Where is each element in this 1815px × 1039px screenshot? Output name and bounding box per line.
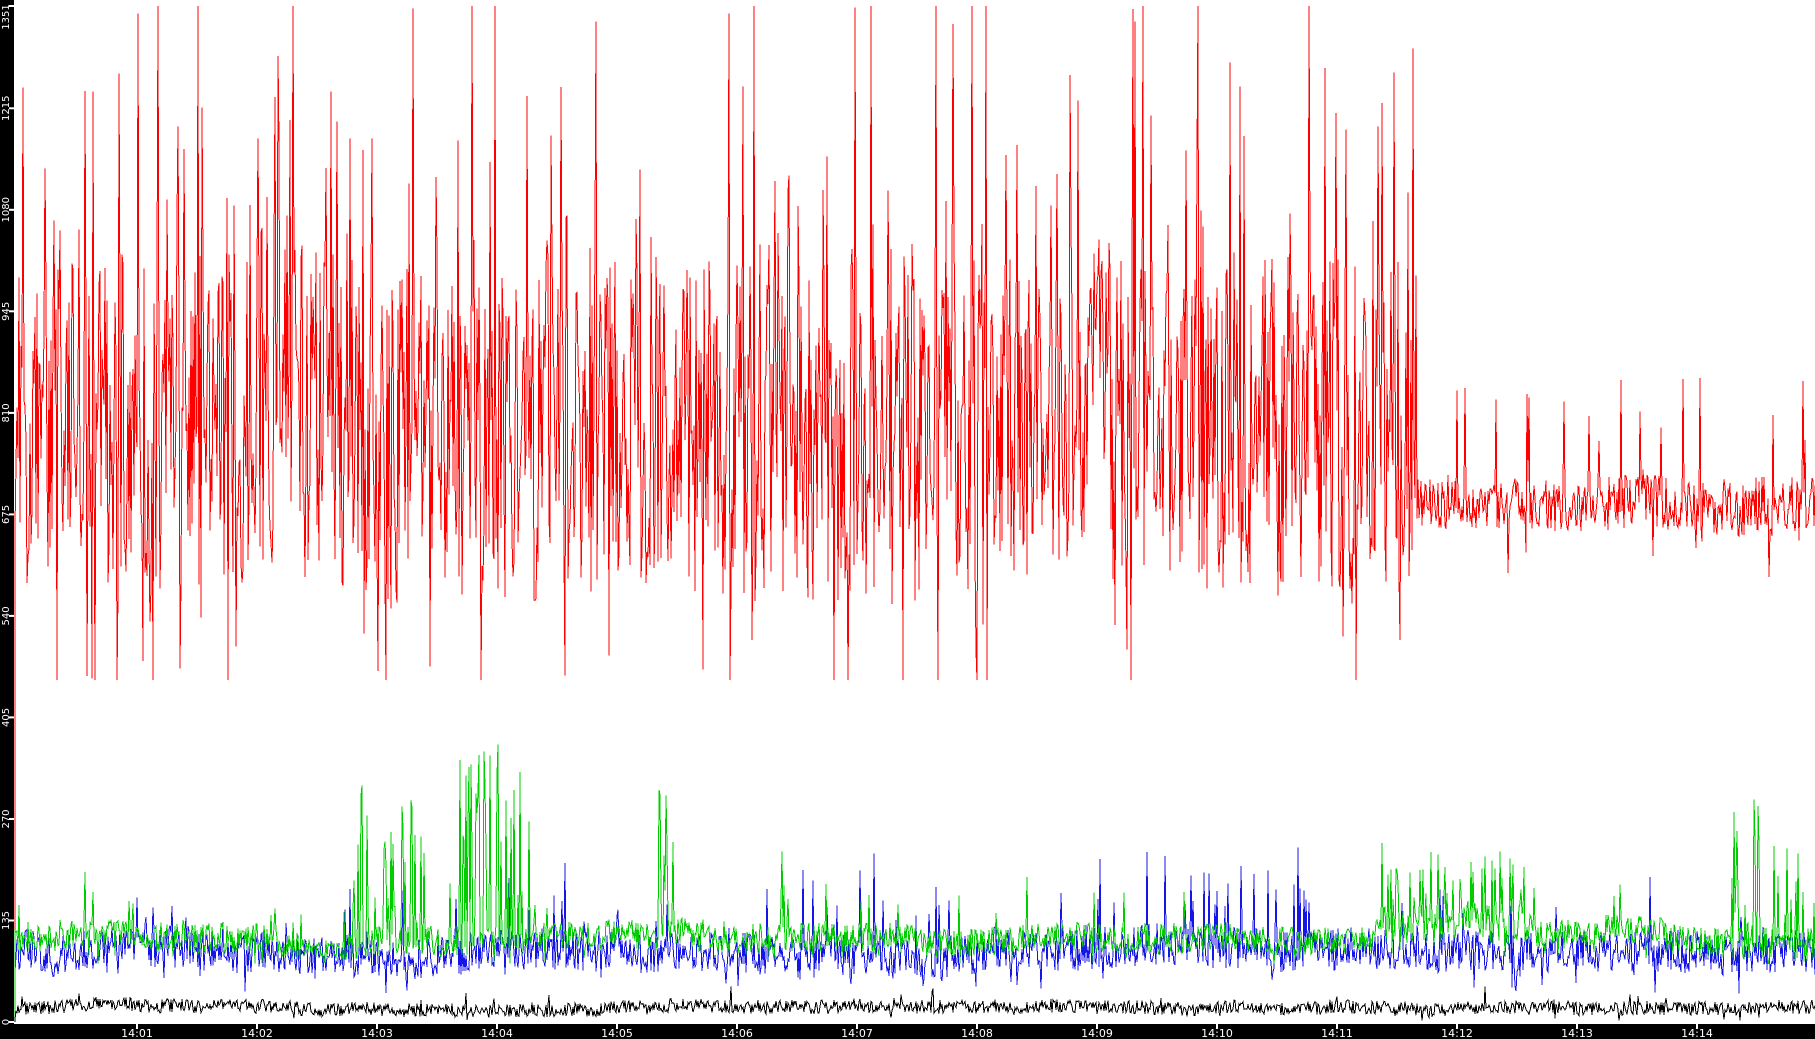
y-tick-mark [9,310,14,313]
x-tick-label: 14:06 [721,1027,753,1039]
x-tick-label: 14:11 [1321,1027,1353,1039]
series-layer [14,5,1815,1022]
y-tick-mark [9,107,14,110]
y-tick-mark [9,614,14,617]
y-tick-label: 405 [1,708,12,727]
x-axis-bar [0,1024,1815,1039]
y-tick-label: 135 [1,911,12,930]
y-tick-mark [9,818,14,820]
y-tick-label: 0 [1,1019,12,1025]
y-tick-mark [9,919,14,922]
y-tick-label: 810 [1,403,12,422]
x-tick-label: 14:12 [1441,1027,1473,1039]
y-tick-mark [9,1021,14,1023]
y-tick-label: 945 [1,302,12,321]
x-tick-label: 14:09 [1081,1027,1113,1039]
x-tick-label: 14:04 [481,1027,513,1039]
x-tick-mark [256,1024,258,1029]
x-tick-mark [376,1024,378,1029]
x-tick-mark [1216,1024,1218,1029]
x-tick-mark [1336,1024,1338,1029]
y-tick-label: 1080 [1,197,12,222]
x-tick-mark [1096,1024,1098,1029]
x-tick-label: 14:02 [241,1027,273,1039]
x-tick-mark [1576,1024,1578,1029]
black-series-line [14,986,1815,1022]
y-tick-mark [9,513,14,516]
x-tick-label: 14:14 [1681,1027,1713,1039]
x-tick-mark [856,1024,858,1029]
x-tick-label: 14:07 [841,1027,873,1039]
x-tick-label: 14:05 [601,1027,633,1039]
axis-labels-layer: 0 135 270 405 540 675 810 945 1080 1215 1351 14:01 1… [1,4,1713,1039]
y-tick-label: 1351 [1,4,12,29]
x-tick-label: 14:10 [1201,1027,1233,1039]
x-tick-mark [496,1024,498,1029]
x-tick-mark [1456,1024,1458,1029]
y-tick-label: 675 [1,505,12,524]
x-tick-mark [136,1024,138,1029]
y-axis-bar [0,0,14,1039]
red-series-line [14,5,1815,1022]
x-tick-mark [976,1024,978,1029]
x-tick-label: 14:03 [361,1027,393,1039]
y-tick-label: 270 [1,809,12,828]
x-tick-label: 14:08 [961,1027,993,1039]
x-tick-mark [736,1024,738,1029]
x-tick-mark [1696,1024,1698,1029]
green-series-line [14,744,1815,1022]
blue-series-line [14,847,1815,994]
y-tick-label: 540 [1,606,12,625]
x-tick-label: 14:01 [121,1027,153,1039]
y-tick-mark [9,208,14,211]
x-tick-label: 14:13 [1561,1027,1593,1039]
x-tick-mark [616,1024,618,1029]
y-tick-mark [9,716,14,719]
y-tick-mark [9,5,14,7]
y-tick-mark [9,411,14,414]
y-tick-label: 1215 [1,96,12,121]
